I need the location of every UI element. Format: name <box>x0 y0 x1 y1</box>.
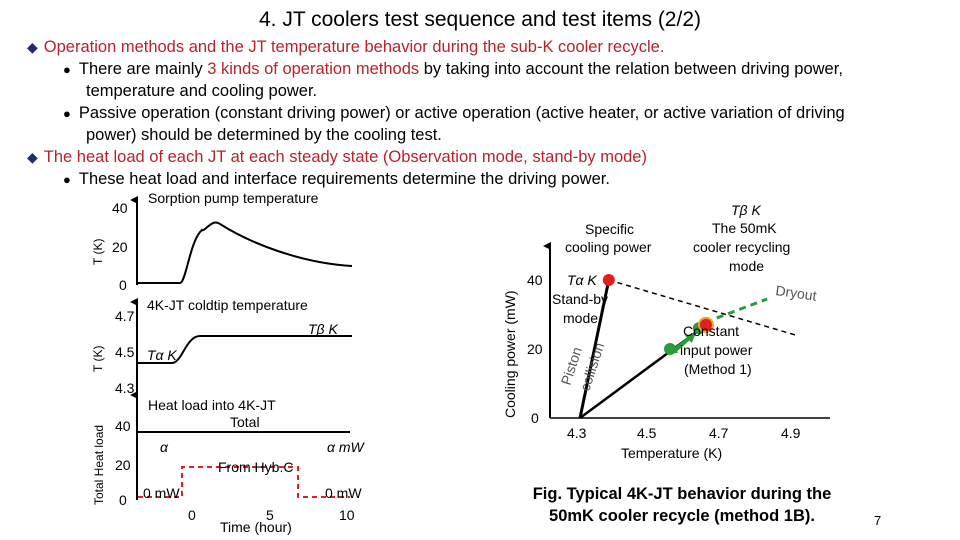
ann-specific-1: Specific <box>585 221 634 237</box>
bot-0mw-right: 0 mW <box>325 485 362 501</box>
page-number: 7 <box>874 513 882 528</box>
diamond-bullet-icon: ◆ <box>27 149 38 165</box>
bullet-1a: ● There are mainly 3 kinds of operation m… <box>63 60 843 78</box>
data-point <box>602 274 615 286</box>
figure-caption: Fig. Typical 4K-JT behavior during the 5… <box>532 485 832 525</box>
right-xlabel: Temperature (K) <box>621 445 722 461</box>
bot-ytick: 20 <box>115 457 131 473</box>
bullet-1a-cont: temperature and cooling power. <box>86 82 318 100</box>
right-ytick: 20 <box>527 341 543 357</box>
bullet-2-text: The heat load of each JT at each steady … <box>43 148 647 166</box>
series-line-rise <box>578 279 611 419</box>
ann-cooler-recycling: cooler recycling <box>693 239 790 255</box>
bot-0mw-left: 0 mW <box>143 485 180 501</box>
right-xtick: 4.3 <box>567 425 587 441</box>
right-ylabel: Cooling power (mW) <box>502 290 518 418</box>
transition-dashed-arrow <box>716 297 768 320</box>
ann-standby-mode: mode <box>563 310 598 326</box>
right-ytick: 0 <box>531 410 539 426</box>
sorption-pump-curve <box>138 221 353 284</box>
page-title: 4. JT coolers test sequence and test ite… <box>259 8 701 31</box>
bullet-1-text: Operation methods and the JT temperature… <box>43 38 665 56</box>
mid-ytick: 4.3 <box>115 380 135 396</box>
bullet-2a: ● These heat load and interface requireme… <box>63 170 610 188</box>
bot-panel-title: Heat load into 4K-JT <box>148 397 276 413</box>
mid-ytick: 4.5 <box>115 344 135 360</box>
highlight-text: 3 kinds of operation methods <box>207 60 420 78</box>
mid-alpha-label: Tα K <box>147 347 177 363</box>
ann-talpha: Tα K <box>567 272 597 288</box>
ann-standby: Stand-by <box>552 291 608 307</box>
ann-specific-2: cooling power <box>565 239 652 255</box>
ann-50mk: The 50mK <box>712 220 777 236</box>
mid-panel-title: 4K-JT coldtip temperature <box>147 297 308 313</box>
time-xlabel: Time (hour) <box>220 519 292 535</box>
hybc-heat-load-line <box>138 466 350 498</box>
top-ytick: 0 <box>119 277 127 293</box>
right-xtick: 4.5 <box>637 425 657 441</box>
right-xtick: 4.7 <box>709 425 729 441</box>
right-ytick: 40 <box>527 272 543 288</box>
mid-beta-label: Tβ K <box>308 321 338 337</box>
time-xtick: 5 <box>266 507 274 523</box>
series-line-dryout <box>608 279 797 336</box>
ann-dryout: Dryout <box>775 282 818 304</box>
ann-method-1: (Method 1) <box>684 361 752 377</box>
ann-mode: mode <box>729 258 764 274</box>
top-ytick: 40 <box>112 200 128 216</box>
ann-collision: collision <box>577 341 608 393</box>
dot-bullet-icon: ● <box>63 172 71 187</box>
top-ylabel: T (K) <box>91 239 105 265</box>
bot-alpha-label: α <box>160 439 169 455</box>
dot-bullet-icon: ● <box>63 62 71 77</box>
mid-ytick: 4.7 <box>115 308 135 324</box>
bullet-2: ◆ The heat load of each JT at each steady… <box>27 146 647 168</box>
dot-bullet-icon: ● <box>63 106 71 121</box>
ann-input-power: input power <box>680 342 753 358</box>
right-xtick: 4.9 <box>781 425 801 441</box>
right-chart-marks <box>578 274 797 420</box>
coldtip-temperature-curve <box>138 335 352 364</box>
bullet-1b-cont: power) should be determined by the cooli… <box>86 126 442 144</box>
bot-ylabel: Total Heat load <box>92 425 106 505</box>
mid-ylabel: T (K) <box>91 346 105 372</box>
data-point <box>664 343 676 355</box>
top-panel-title: Sorption pump temperature <box>148 190 319 206</box>
ann-constant: Constant <box>683 323 739 339</box>
data-point <box>700 318 712 331</box>
bot-ytick: 0 <box>119 492 127 508</box>
bot-total-label: Total <box>230 414 260 430</box>
time-xtick: 0 <box>188 507 196 523</box>
time-xtick: 10 <box>339 507 355 523</box>
ann-tbeta: Tβ K <box>731 202 761 218</box>
bullet-1: ◆ Operation methods and the JT temperatur… <box>27 36 664 58</box>
bot-from-hybc-label: From Hyb.C <box>218 459 293 475</box>
bot-ytick: 40 <box>115 418 131 434</box>
bullet-1b: ● Passive operation (constant driving pow… <box>63 104 845 122</box>
bot-alpha-mw-label: α mW <box>327 439 366 455</box>
diamond-bullet-icon: ◆ <box>27 39 38 55</box>
top-ytick: 20 <box>112 239 128 255</box>
